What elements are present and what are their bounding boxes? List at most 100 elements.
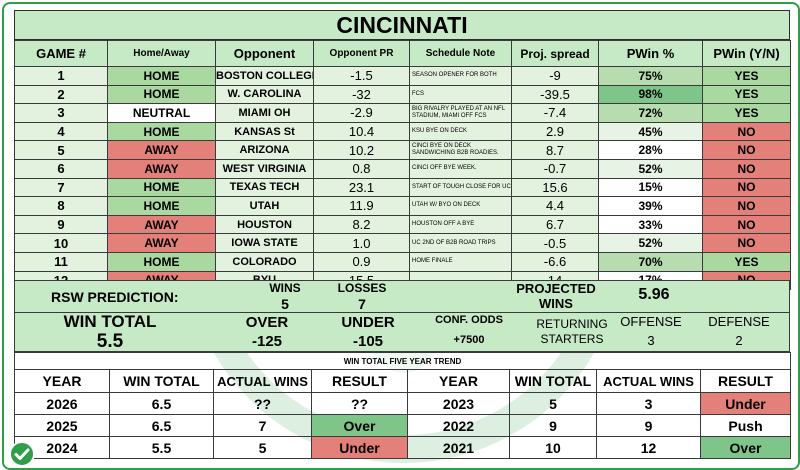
header-home-away: Home/Away xyxy=(107,40,216,67)
under-value: -105 xyxy=(352,333,384,350)
trend-result: Over xyxy=(311,414,408,437)
game-pwin-yn: NO xyxy=(702,196,791,216)
offense-label: OFFENSE xyxy=(620,314,682,329)
trend-actual-wins: 7 xyxy=(213,414,312,437)
game-row: 6 AWAY WEST VIRGINIA 0.8 CINCI OFF BYE WEEK.… xyxy=(14,158,791,179)
game-location: HOME xyxy=(107,251,216,272)
win-total-label: WIN TOTAL xyxy=(63,312,157,331)
game-location: HOME xyxy=(107,196,216,216)
trend-win-total: 5 xyxy=(509,392,597,415)
game-row: 11 HOME COLORADO 0.9 HOME FINALE -6.6 70% YES xyxy=(14,251,791,272)
trend-header-result: RESULT xyxy=(311,369,408,393)
game-location: AWAY xyxy=(107,158,216,179)
trend-header-actual-wins-2: ACTUAL WINS xyxy=(596,369,701,393)
game-opponent-pr: -32 xyxy=(313,84,410,105)
trend-actual-wins: 3 xyxy=(596,392,701,415)
game-proj-spread: -39.5 xyxy=(511,84,599,105)
trend-year: 2024 xyxy=(14,436,110,459)
game-location: HOME xyxy=(107,177,216,198)
checkmark-badge-icon xyxy=(9,441,35,467)
game-row: 7 HOME TEXAS TECH 23.1 START OF TOUGH CLOSE … xyxy=(14,177,791,198)
trend-header-year-2: YEAR xyxy=(407,369,510,393)
projected-label-wins: WINS xyxy=(539,296,573,311)
trend-win-total: 6.5 xyxy=(109,414,214,437)
game-pwin-yn: NO xyxy=(702,177,791,198)
game-schedule-note: CINCI OFF BYE WEEK. xyxy=(409,158,512,179)
game-location: AWAY xyxy=(107,233,216,253)
team-title: CINCINNATI xyxy=(14,10,790,40)
game-number: 9 xyxy=(14,214,108,235)
trend-year: 2021 xyxy=(407,436,510,459)
trend-title: WIN TOTAL FIVE YEAR TREND xyxy=(13,352,792,370)
game-row: 2 HOME W. CAROLINA -32 FCS -39.5 98% YES xyxy=(14,84,791,105)
game-number: 6 xyxy=(14,158,108,179)
game-opponent: COLORADO xyxy=(215,251,314,272)
game-row: 8 HOME UTAH 11.9 UTAH W/ BYO ON DECK 4.4 39% NO xyxy=(14,196,791,216)
game-schedule-note: CINCI BYE ON DECK SANDWICHING B2B ROADIE… xyxy=(409,140,512,160)
game-location: AWAY xyxy=(107,214,216,235)
game-opponent: MIAMI OH xyxy=(215,103,314,123)
trend-header-win-total: WIN TOTAL xyxy=(109,369,214,393)
game-opponent-pr: 0.9 xyxy=(313,251,410,272)
wins-label: WINS xyxy=(269,281,301,295)
game-opponent-pr: 8.2 xyxy=(313,214,410,235)
game-row: 5 AWAY ARIZONA 10.2 CINCI BYE ON DECK SANDWI… xyxy=(14,140,791,160)
game-pwin-yn: NO xyxy=(702,121,791,142)
trend-table: WIN TOTAL FIVE YEAR TREND YEAR WIN TOTAL… xyxy=(13,352,792,459)
header-pwin-yn: PWin (Y/N) xyxy=(702,40,791,67)
game-number: 3 xyxy=(14,103,108,123)
game-location: NEUTRAL xyxy=(107,103,216,123)
game-pwin-pct: 33% xyxy=(598,214,703,235)
game-pwin-pct: 45% xyxy=(598,121,703,142)
game-number: 10 xyxy=(14,233,108,253)
game-pwin-yn: NO xyxy=(702,158,791,179)
trend-win-total: 6.5 xyxy=(109,392,214,415)
game-schedule-note: KSU BYE ON DECK xyxy=(409,121,512,142)
game-opponent: TEXAS TECH xyxy=(215,177,314,198)
game-proj-spread: 8.7 xyxy=(511,140,599,160)
game-pwin-yn: NO xyxy=(702,214,791,235)
game-pwin-pct: 52% xyxy=(598,233,703,253)
game-number: 11 xyxy=(14,251,108,272)
game-opponent-pr: 11.9 xyxy=(313,196,410,216)
game-number: 1 xyxy=(14,66,108,86)
header-opponent-pr: Opponent PR xyxy=(313,40,410,67)
trend-title-row: WIN TOTAL FIVE YEAR TREND xyxy=(13,352,792,370)
game-proj-spread: -0.7 xyxy=(511,158,599,179)
trend-year: 2025 xyxy=(14,414,110,437)
game-pwin-yn: YES xyxy=(702,251,791,272)
trend-result: ?? xyxy=(311,392,408,415)
game-row: 9 AWAY HOUSTON 8.2 HOUSTON OFF A BYE 6.7 33% NO xyxy=(14,214,791,235)
trend-win-total: 5.5 xyxy=(109,436,214,459)
game-opponent: BOSTON COLLEGE xyxy=(215,66,314,86)
game-opponent-pr: 10.2 xyxy=(313,140,410,160)
game-number: 2 xyxy=(14,84,108,105)
game-opponent-pr: 23.1 xyxy=(313,177,410,198)
offense-value: 3 xyxy=(647,333,655,348)
game-opponent: IOWA STATE xyxy=(215,233,314,253)
game-schedule-note: UC 2ND OF B2B ROAD TRIPS xyxy=(409,233,512,253)
game-schedule-note: BIG RIVALRY PLAYED AT AN NFL STADIUM, MI… xyxy=(409,103,512,123)
header-pwin-pct: PWin % xyxy=(598,40,703,67)
game-schedule-note: SEASON OPENER FOR BOTH xyxy=(409,66,512,86)
trend-row: 2026 6.5???? 2023 5 3 Under xyxy=(14,392,792,415)
game-opponent: HOUSTON xyxy=(215,214,314,235)
game-proj-spread: -6.6 xyxy=(511,251,599,272)
trend-actual-wins: 12 xyxy=(596,436,701,459)
header-opponent: Opponent xyxy=(215,40,314,67)
trend-header-result-2: RESULT xyxy=(699,369,792,393)
starters-label: STARTERS xyxy=(540,332,604,346)
projected-wins-value: 5.96 xyxy=(638,286,670,303)
game-opponent: W. CAROLINA xyxy=(215,84,314,105)
game-schedule-note: HOME FINALE xyxy=(409,251,512,272)
trend-row: 2025 6.5 7 Over 2022 9 9 Push xyxy=(14,414,792,437)
trend-header-actual-wins: ACTUAL WINS xyxy=(213,369,312,393)
game-row: 3 NEUTRAL MIAMI OH -2.9 BIG RIVALRY PLAYED A… xyxy=(14,103,791,123)
game-pwin-yn: YES xyxy=(702,103,791,123)
trend-result: Over xyxy=(699,436,792,459)
game-location: HOME xyxy=(107,84,216,105)
game-schedule-note: FCS xyxy=(409,84,512,105)
header-schedule-note: Schedule Note xyxy=(409,40,512,67)
game-pwin-yn: NO xyxy=(702,140,791,160)
